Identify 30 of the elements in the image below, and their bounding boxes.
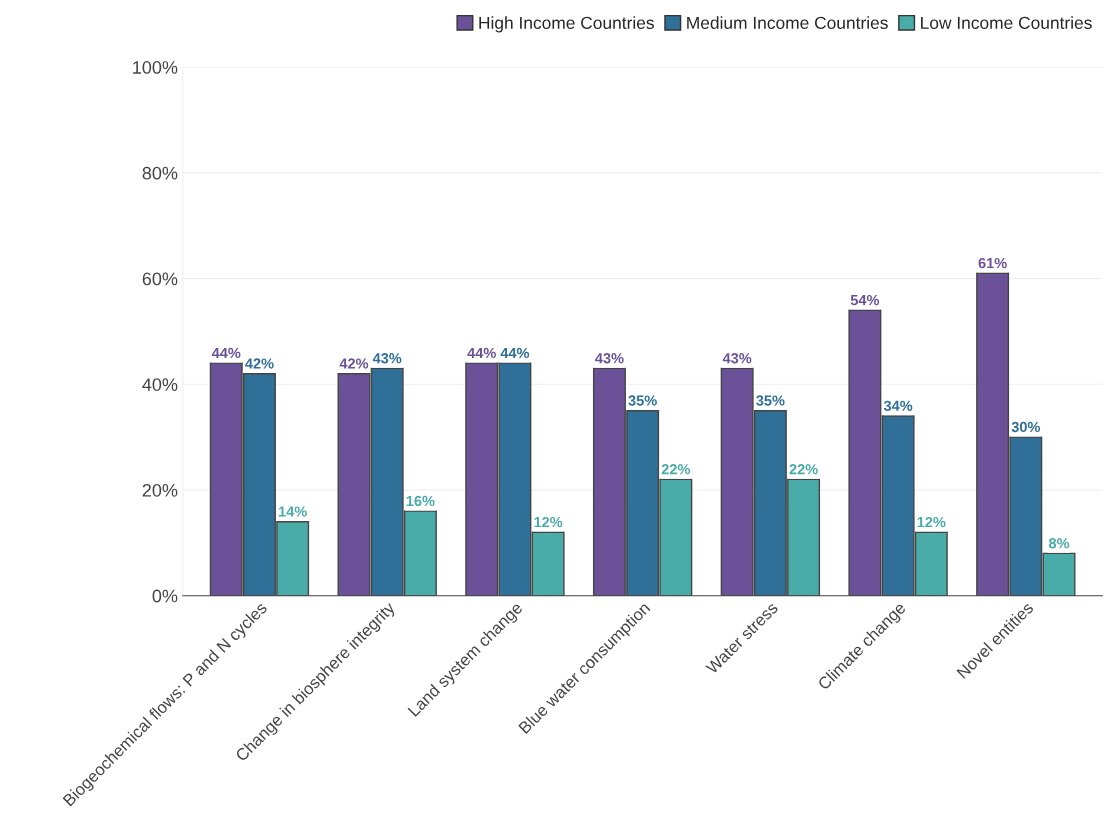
y-tick-label: 40% (142, 378, 178, 391)
y-tick-label: 20% (142, 483, 178, 497)
data-label: 43% (595, 353, 624, 364)
data-label: 34% (883, 400, 913, 411)
y-tick-label: 0% (152, 589, 178, 603)
data-label: 22% (661, 464, 691, 475)
data-label: 44% (211, 347, 241, 359)
data-label: 30% (1011, 421, 1041, 433)
data-label: 44% (467, 347, 496, 359)
data-label: 61% (978, 257, 1007, 269)
legend-label: Low Income Countries (921, 16, 1092, 29)
data-label: 22% (789, 464, 818, 475)
data-label: 54% (850, 294, 880, 306)
y-tick-label: 100% (133, 61, 178, 74)
data-label: 35% (628, 395, 657, 406)
data-label: 44% (500, 347, 530, 359)
data-label: 16% (406, 495, 435, 507)
data-label: 12% (917, 516, 946, 528)
y-tick-label: 80% (142, 166, 178, 180)
legend-label: High Income Countries (479, 16, 654, 33)
data-label: 35% (756, 395, 785, 406)
data-label: 43% (722, 353, 752, 364)
y-tick-label: 60% (142, 272, 178, 286)
data-label: 42% (339, 358, 369, 369)
data-label: 42% (245, 358, 274, 369)
legend-label: Medium Income Countries (687, 16, 888, 29)
data-label: 12% (534, 516, 563, 528)
data-label: 43% (372, 353, 402, 364)
data-label: 8% (1048, 538, 1070, 549)
data-label: 14% (278, 506, 307, 517)
